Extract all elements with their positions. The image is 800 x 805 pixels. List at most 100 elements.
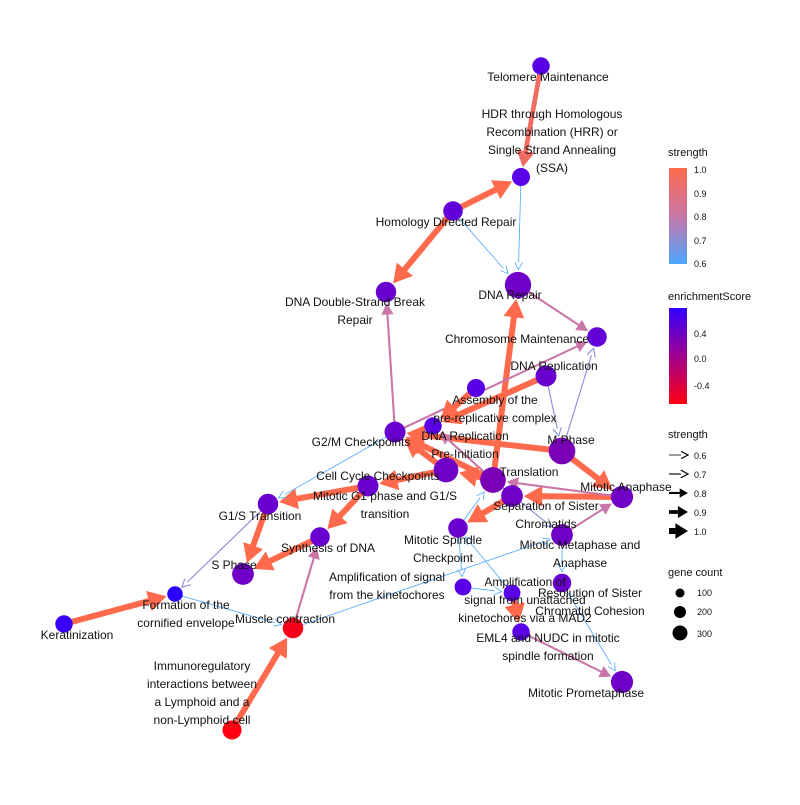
strength-width-arrow xyxy=(669,523,688,539)
node-label-line: cornified envelope xyxy=(137,616,235,630)
node-label-line: Cell Cycle Checkpoints xyxy=(316,469,439,483)
node-label-line: Separation of Sister xyxy=(493,499,598,513)
labels-layer: Telomere Maintenance HDR through Homologo… xyxy=(41,70,672,727)
node-label-line: interactions between xyxy=(147,677,257,691)
node-label-line: Muscle contraction xyxy=(235,612,335,626)
node-label-line: Immunoregulatory xyxy=(154,659,251,673)
node-label-line: Recombination (HRR) or xyxy=(486,125,617,139)
node-label-cc_checkpoints: Cell Cycle Checkpoints xyxy=(316,469,439,483)
node-label-synthesis_dna: Synthesis of DNA xyxy=(281,541,375,555)
node-label-line: Mitotic Spindle xyxy=(404,533,482,547)
node-label-line: non-Lymphoid cell xyxy=(154,713,251,727)
node-label-immuno: Immunoregulatory interactions between a Ly… xyxy=(147,659,257,727)
node-label-line: M Phase xyxy=(547,433,595,447)
node-label-line: Chromatids xyxy=(515,517,576,531)
node-label-line: transition xyxy=(361,507,410,521)
legend-gene-count: gene count 100 200 300 xyxy=(668,567,722,641)
node-label-line: Single Strand Annealing xyxy=(488,143,616,157)
node-label-line: Telomere Maintenance xyxy=(487,70,609,84)
legend-enrichment-title: enrichmentScore xyxy=(668,291,751,303)
node-label-spindle_checkpoint: Mitotic Spindle Checkpoint xyxy=(404,533,482,565)
legend-strength-color-tick: 0.9 xyxy=(694,189,707,199)
node-label-line: Mitotic G1 phase and G1/S xyxy=(313,489,457,503)
node-label-hdr: Homology Directed Repair xyxy=(376,215,517,229)
node-hdr_hrr xyxy=(512,168,530,186)
node-chrom_maint xyxy=(587,327,607,347)
legend-strength-color: strength 1.0 0.9 0.8 0.7 0.6 xyxy=(668,147,708,269)
legend-strength-width-tick: 0.8 xyxy=(694,489,707,499)
legend-strength-color-tick: 0.8 xyxy=(694,212,707,222)
node-label-line: Anaphase xyxy=(553,556,607,570)
edge-g2m-dsb_repair xyxy=(382,304,395,432)
node-label-line: Pre-Initiation xyxy=(431,447,498,461)
legend-gene-count-title: gene count xyxy=(668,567,722,579)
node-label-dna_replication: DNA Replication xyxy=(510,359,597,373)
node-label-mitotic_anaphase: Mitotic Anaphase xyxy=(580,480,672,494)
node-label-line: DNA Double-Strand Break xyxy=(285,295,426,309)
strength-color-bar xyxy=(669,168,687,264)
node-label-dna_repair: DNA Repair xyxy=(478,288,541,302)
node-label-line: (SSA) xyxy=(536,161,568,175)
node-label-line: DNA Repair xyxy=(478,288,541,302)
legend-gene-count-tick: 100 xyxy=(697,588,712,598)
node-label-line: a Lymphoid and a xyxy=(155,695,250,709)
node-label-chrom_maint: Chromosome Maintenance xyxy=(445,332,589,346)
gene-count-dot xyxy=(676,589,685,598)
gene-count-dot xyxy=(673,626,688,641)
node-label-muscle: Muscle contraction xyxy=(235,612,335,626)
node-label-line: G2/M Checkpoints xyxy=(312,435,411,449)
node-label-g1s: G1/S Transition xyxy=(219,509,302,523)
node-label-line: Resolution of Sister xyxy=(538,586,642,600)
node-label-keratinization: Keratinization xyxy=(41,628,114,642)
strength-width-arrow xyxy=(669,470,688,478)
legend-enrichment: enrichmentScore 0.4 0.0 -0.4 xyxy=(668,291,751,404)
node-label-line: EML4 and NUDC in mitotic xyxy=(476,631,619,645)
node-label-line: Formation of the xyxy=(142,598,230,612)
node-label-prometaphase: Mitotic Prometaphase xyxy=(528,686,644,700)
legend-strength-width-tick: 0.7 xyxy=(694,470,707,480)
legend-gene-count-tick: 300 xyxy=(697,629,712,639)
edge-hdr-hdr_hrr xyxy=(453,181,511,211)
legend-strength-color-tick: 0.6 xyxy=(694,259,707,269)
legend-strength-width-title: strength xyxy=(668,429,708,441)
node-label-cornified: Formation of the cornified envelope xyxy=(137,598,235,630)
node-label-line: Amplification of signal xyxy=(329,570,445,584)
legend-strength-width-tick: 1.0 xyxy=(694,527,707,537)
strength-width-arrow xyxy=(669,451,688,458)
node-label-line: pre-replicative complex xyxy=(433,411,556,425)
node-label-line: DNA Replication xyxy=(510,359,597,373)
node-label-line: S Phase xyxy=(211,558,257,572)
node-label-line: from the kinetochores xyxy=(329,588,444,602)
node-label-hdr_hrr: HDR through Homologous Recombination (HRR… xyxy=(482,107,623,175)
node-label-dsb_repair: DNA Double-Strand Break Repair xyxy=(285,295,426,327)
node-label-line: Homology Directed Repair xyxy=(376,215,517,229)
node-label-s_phase: S Phase xyxy=(211,558,257,572)
legend-strength-color-tick: 0.7 xyxy=(694,236,707,246)
node-label-line: HDR through Homologous xyxy=(482,107,623,121)
legend-strength-color-tick: 1.0 xyxy=(694,165,707,175)
enrichment-color-bar xyxy=(669,308,687,404)
legend-strength-color-title: strength xyxy=(668,147,708,159)
legend-strength-width-tick: 0.9 xyxy=(694,508,707,518)
gene-count-dot xyxy=(674,606,686,618)
legend-enrichment-tick: 0.4 xyxy=(694,329,707,339)
node-label-line: Chromatid Cohesion xyxy=(535,604,644,618)
node-label-line: Checkpoint xyxy=(413,551,474,565)
node-label-m_phase: M Phase xyxy=(547,433,595,447)
legend-strength-width: strength 0.6 0.7 0.8 0.9 1.0 xyxy=(668,429,708,539)
node-label-metaphase_anaphase: Mitotic Metaphase and Anaphase xyxy=(520,538,641,570)
node-label-line: Synthesis of DNA xyxy=(281,541,375,555)
node-label-line: DNA Replication xyxy=(421,429,508,443)
legend-enrichment-tick: -0.4 xyxy=(694,381,710,391)
node-label-line: Translation xyxy=(500,465,559,479)
strength-width-arrow xyxy=(669,488,688,497)
node-label-line: Mitotic Metaphase and xyxy=(520,538,641,552)
node-label-line: Keratinization xyxy=(41,628,114,642)
node-label-line: Repair xyxy=(337,313,372,327)
node-label-line: Assembly of the xyxy=(452,393,538,407)
node-label-line: Mitotic Anaphase xyxy=(580,480,672,494)
legend-gene-count-tick: 200 xyxy=(697,607,712,617)
